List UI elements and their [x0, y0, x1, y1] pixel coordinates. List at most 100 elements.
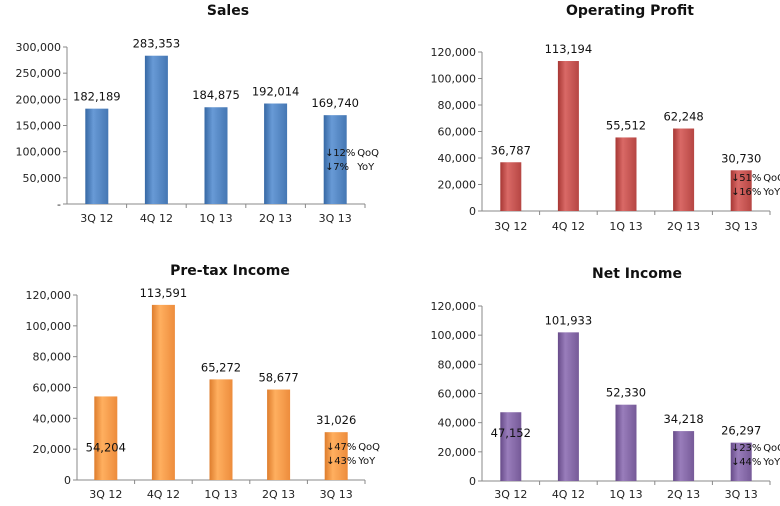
x-tick-label: 3Q 12 — [494, 488, 527, 501]
y-tick-label: 120,000 — [431, 300, 477, 313]
y-tick-label: 50,000 — [23, 172, 62, 185]
bar — [500, 162, 522, 211]
data-label: 54,204 — [86, 440, 126, 454]
y-tick-label: 20,000 — [438, 179, 477, 192]
change-percent: 12% — [333, 148, 355, 159]
change-period: YoY — [357, 456, 376, 467]
data-label: 65,272 — [201, 360, 241, 374]
change-percent: 23% — [739, 443, 761, 454]
change-period: YoY — [762, 187, 780, 198]
change-arrow: ↓ — [326, 442, 334, 453]
data-label: 47,152 — [491, 426, 531, 440]
data-label: 192,014 — [252, 85, 300, 99]
y-tick-label: 150,000 — [16, 120, 62, 133]
bar — [500, 412, 522, 481]
x-tick-label: 4Q 12 — [140, 212, 173, 225]
change-arrow: ↓ — [325, 162, 333, 173]
bar — [730, 442, 752, 481]
x-tick-label: 4Q 12 — [552, 488, 585, 501]
data-label: 169,740 — [311, 96, 359, 110]
bar — [204, 107, 228, 204]
data-label: 55,512 — [606, 118, 646, 132]
data-label: 58,677 — [258, 371, 298, 385]
data-label: 283,353 — [133, 37, 181, 51]
chart-title: Net Income — [592, 266, 682, 282]
data-label: 113,591 — [140, 286, 188, 300]
x-tick-label: 2Q 13 — [259, 212, 292, 225]
change-period: QoQ — [358, 442, 380, 453]
data-label: 26,297 — [721, 424, 761, 438]
change-period: QoQ — [763, 173, 780, 184]
y-tick-label: 100,000 — [431, 329, 477, 342]
data-label: 182,189 — [73, 90, 121, 104]
data-label: 34,218 — [663, 412, 703, 426]
x-tick-label: 2Q 13 — [667, 220, 700, 233]
y-tick-label: 40,000 — [438, 152, 477, 165]
x-tick-label: 3Q 12 — [80, 212, 113, 225]
y-tick-label: 300,000 — [16, 41, 62, 54]
y-tick-label: 40,000 — [33, 412, 72, 425]
y-tick-label: - — [57, 198, 61, 211]
data-label: 113,194 — [545, 42, 593, 56]
change-period: YoY — [762, 457, 780, 468]
data-label: 31,026 — [316, 413, 356, 427]
bar — [144, 55, 168, 204]
bar — [94, 396, 118, 480]
y-tick-label: 0 — [469, 475, 476, 488]
y-tick-label: 60,000 — [33, 382, 72, 395]
bar — [557, 332, 579, 481]
bar — [557, 61, 579, 212]
y-tick-label: 200,000 — [16, 93, 62, 106]
change-percent: 51% — [739, 173, 761, 184]
change-arrow: ↓ — [731, 457, 739, 468]
x-tick-label: 3Q 13 — [319, 212, 352, 225]
x-tick-label: 1Q 13 — [609, 220, 642, 233]
bar — [673, 128, 695, 211]
change-arrow: ↓ — [731, 187, 739, 198]
y-tick-label: 250,000 — [16, 67, 62, 80]
y-tick-label: 100,000 — [26, 320, 72, 333]
chart-title: Operating Profit — [566, 3, 694, 19]
change-arrow: ↓ — [731, 173, 739, 184]
bar — [151, 304, 175, 480]
y-tick-label: 120,000 — [26, 289, 72, 302]
data-label: 30,730 — [721, 151, 761, 165]
x-tick-label: 3Q 13 — [725, 220, 758, 233]
bar — [85, 108, 109, 204]
x-tick-label: 2Q 13 — [667, 488, 700, 501]
bar — [730, 170, 752, 211]
change-percent: 43% — [334, 456, 356, 467]
bar — [209, 379, 233, 480]
x-tick-label: 2Q 13 — [262, 488, 295, 501]
x-tick-label: 1Q 13 — [609, 488, 642, 501]
y-tick-label: 0 — [469, 205, 476, 218]
change-period: YoY — [356, 162, 375, 173]
y-tick-label: 80,000 — [438, 99, 477, 112]
x-tick-label: 4Q 12 — [147, 488, 180, 501]
chart-0: Sales - 50,000 100,000 150,000 200,000 250,000… — [16, 3, 380, 225]
bar — [615, 137, 637, 211]
change-percent: 44% — [739, 457, 761, 468]
change-period: QoQ — [357, 148, 379, 159]
change-arrow: ↓ — [731, 443, 739, 454]
bar — [673, 431, 695, 481]
change-arrow: ↓ — [325, 148, 333, 159]
chart-3: Net Income 0 20,000 40,000 60,000 80,000 100,0… — [431, 266, 780, 501]
x-tick-label: 1Q 13 — [199, 212, 232, 225]
y-tick-label: 0 — [64, 474, 71, 487]
bar — [267, 389, 291, 480]
x-tick-label: 3Q 13 — [725, 488, 758, 501]
change-percent: 7% — [333, 162, 349, 173]
bar — [324, 432, 348, 480]
y-tick-label: 100,000 — [431, 73, 477, 86]
x-tick-label: 1Q 13 — [204, 488, 237, 501]
data-label: 62,248 — [663, 110, 703, 124]
y-tick-label: 80,000 — [33, 351, 72, 364]
change-arrow: ↓ — [326, 456, 334, 467]
change-percent: 16% — [739, 187, 761, 198]
y-tick-label: 40,000 — [438, 417, 477, 430]
y-tick-label: 100,000 — [16, 146, 62, 159]
chart-title: Pre-tax Income — [170, 263, 290, 279]
y-tick-label: 60,000 — [438, 126, 477, 139]
